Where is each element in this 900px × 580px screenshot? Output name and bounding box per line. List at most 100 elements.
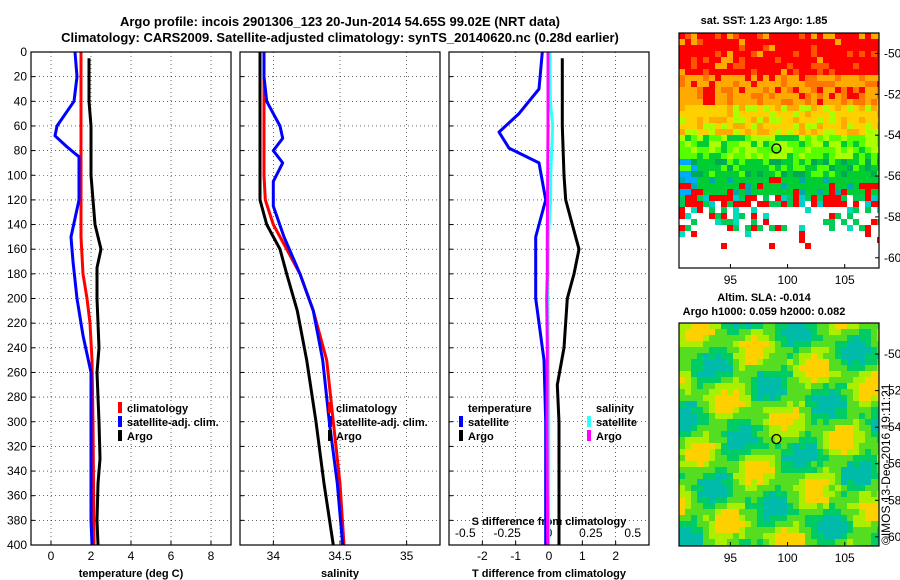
map-cell (733, 39, 739, 45)
map-cell (871, 105, 877, 111)
map-cell (727, 449, 733, 455)
map-cell (733, 383, 739, 389)
map-cell (877, 51, 879, 57)
map-cell (793, 383, 799, 389)
map-cell (841, 87, 847, 93)
map-cell (763, 347, 769, 353)
map-cell (781, 123, 787, 129)
map-cell (847, 141, 853, 147)
map-cell (769, 461, 775, 467)
map-cell (697, 413, 703, 419)
map-cell (853, 377, 859, 383)
map-cell (757, 81, 763, 87)
map-cell (865, 335, 871, 341)
map-cell (691, 69, 697, 75)
map-cell (853, 341, 859, 347)
map-cell (739, 365, 745, 371)
map-cell (751, 383, 757, 389)
map-cell (781, 51, 787, 57)
map-cell (775, 467, 781, 473)
map-cell (799, 353, 805, 359)
map-cell (817, 503, 823, 509)
map-cell (823, 419, 829, 425)
map-cell (841, 443, 847, 449)
map-cell (775, 443, 781, 449)
map-cell (679, 129, 685, 135)
map-cell (877, 371, 879, 377)
map-cell (775, 413, 781, 419)
map-cell (775, 431, 781, 437)
map-cell (709, 123, 715, 129)
map-cell (697, 117, 703, 123)
map-cell (757, 329, 763, 335)
map-cell (811, 99, 817, 105)
map-cell (727, 135, 733, 141)
y-tick-label: 140 (7, 218, 27, 232)
series-line-satellite-adj-clim- (262, 52, 345, 546)
series-line-satellite-adj-clim- (53, 51, 94, 546)
map-cell (847, 383, 853, 389)
map-cell (685, 87, 691, 93)
map-cell (691, 189, 697, 195)
map-cell (781, 455, 787, 461)
map-cell (751, 45, 757, 51)
map-cell (877, 539, 879, 545)
map-cell (745, 413, 751, 419)
map-cell (739, 419, 745, 425)
map-cell (847, 425, 853, 431)
map-cell (877, 323, 879, 329)
map-cell (877, 135, 879, 141)
map-cell (787, 63, 793, 69)
map-cell (745, 335, 751, 341)
map-cell (853, 485, 859, 491)
map-cell (835, 57, 841, 63)
map-cell (721, 329, 727, 335)
map-cell (877, 479, 879, 485)
map-cell (793, 533, 799, 539)
map-cell (817, 189, 823, 195)
map-cell (853, 141, 859, 147)
map-cell (763, 497, 769, 503)
map-cell (817, 69, 823, 75)
map-cell (859, 467, 865, 473)
map-cell (787, 455, 793, 461)
map-cell (697, 93, 703, 99)
map-cell (757, 491, 763, 497)
map-cell (853, 69, 859, 75)
map-cell (685, 75, 691, 81)
map-cell (721, 111, 727, 117)
map-cell (691, 515, 697, 521)
map-cell (757, 183, 763, 189)
map-cell (775, 527, 781, 533)
map-cell (697, 105, 703, 111)
map-cell (817, 99, 823, 105)
map-cell (847, 165, 853, 171)
map-cell (877, 201, 879, 207)
map-cell (847, 153, 853, 159)
map-cell (685, 81, 691, 87)
map-cell (745, 539, 751, 545)
map-cell (877, 189, 879, 195)
series-line-t-argo (555, 58, 581, 545)
map-cell (679, 413, 685, 419)
map-cell (871, 93, 877, 99)
map-cell (763, 449, 769, 455)
map-cell (727, 341, 733, 347)
map-cell (811, 111, 817, 117)
map-cell (811, 153, 817, 159)
map-cell (835, 45, 841, 51)
map-cell (703, 533, 709, 539)
map-cell (745, 51, 751, 57)
map-cell (781, 407, 787, 413)
map-cell (781, 347, 787, 353)
map-cell (841, 75, 847, 81)
map-cell (769, 135, 775, 141)
map-cell (805, 93, 811, 99)
map-cell (775, 189, 781, 195)
map-cell (799, 371, 805, 377)
map-cell (841, 449, 847, 455)
map-cell (859, 443, 865, 449)
map-cell (775, 75, 781, 81)
map-cell (703, 323, 709, 329)
map-cell (727, 171, 733, 177)
